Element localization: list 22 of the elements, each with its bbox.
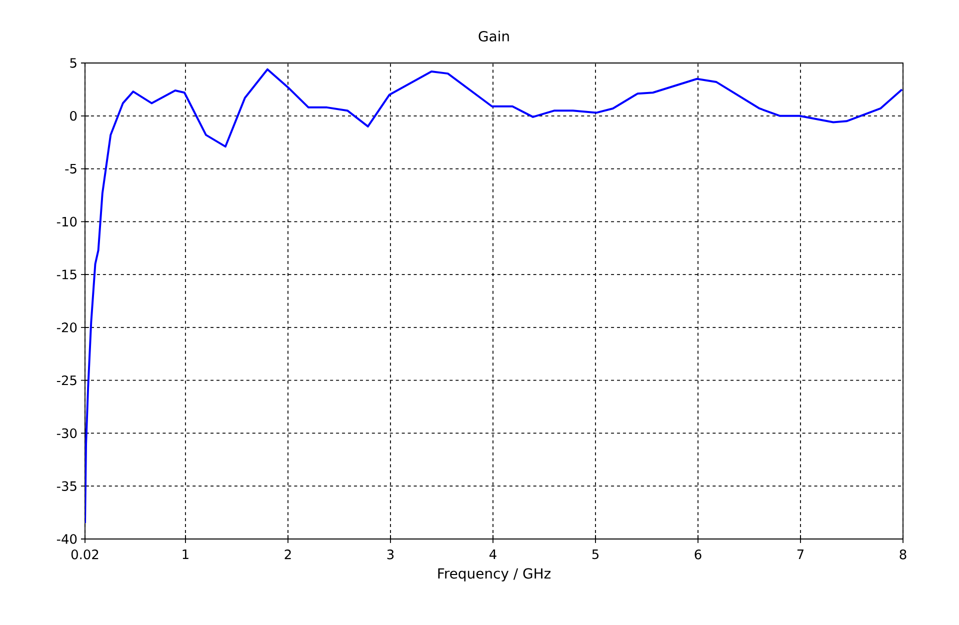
x-tick-label: 2	[284, 550, 291, 560]
y-tick-label: 0	[70, 110, 77, 121]
y-tick-label: -35	[56, 481, 76, 492]
y-tick-label: -25	[56, 375, 76, 386]
y-tick-label: -15	[56, 270, 76, 280]
x-tick-label: 1	[182, 550, 188, 559]
x-tick-label: 7	[797, 550, 804, 559]
x-tick-label: 5	[592, 550, 598, 560]
x-tick-label: 3	[387, 550, 394, 560]
x-tick-label: 4	[489, 550, 496, 559]
y-tick-label: -20	[56, 322, 77, 332]
chart-title: Gain	[478, 30, 509, 42]
x-tick-label: 0.02	[71, 550, 98, 560]
line-series	[85, 68, 903, 524]
x-tick-label: 6	[694, 550, 702, 560]
y-tick-label: -30	[56, 428, 77, 438]
y-tick-label: 5	[70, 58, 76, 68]
x-tick-label: 8	[900, 550, 906, 560]
y-tick-label: -40	[56, 534, 77, 544]
y-tick-label: -10	[56, 216, 77, 227]
y-tick-label: -5	[65, 164, 76, 174]
x-axis-title: Frequency / GHz	[438, 568, 551, 582]
